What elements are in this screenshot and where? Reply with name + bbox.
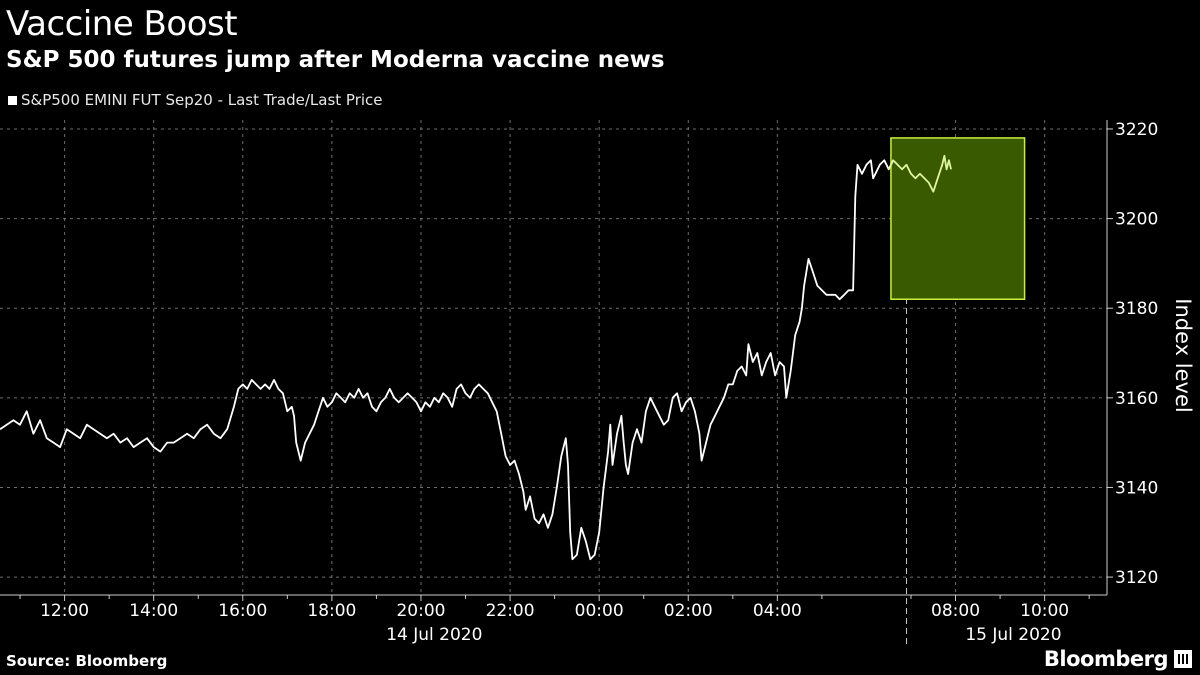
x-tick-label: 10:00 bbox=[1020, 601, 1069, 621]
series-line bbox=[0, 159, 895, 561]
y-tick-label: 3200 bbox=[1115, 210, 1158, 230]
y-axis-label: Index level bbox=[1171, 298, 1195, 412]
y-tick-label: 3120 bbox=[1115, 568, 1158, 588]
bloomberg-terminal-icon bbox=[1174, 650, 1192, 668]
chart-title: Vaccine Boost bbox=[6, 4, 238, 44]
date-label: 14 Jul 2020 bbox=[386, 625, 482, 645]
x-tick-label: 04:00 bbox=[753, 601, 802, 621]
y-tick-label: 3220 bbox=[1115, 120, 1158, 140]
x-tick-label: 02:00 bbox=[664, 601, 713, 621]
y-tick-label: 3160 bbox=[1115, 389, 1158, 409]
x-tick-label: 16:00 bbox=[218, 601, 267, 621]
x-tick-label: 08:00 bbox=[931, 601, 980, 621]
x-tick-label: 12:00 bbox=[40, 601, 89, 621]
x-tick-label: 22:00 bbox=[486, 601, 535, 621]
brand-wordmark: Bloomberg bbox=[1043, 647, 1169, 671]
x-tick-label: 14:00 bbox=[129, 601, 178, 621]
brand-logo: Bloomberg bbox=[1044, 645, 1192, 673]
chart-subtitle: S&P 500 futures jump after Moderna vacci… bbox=[6, 47, 665, 73]
x-tick-label: 18:00 bbox=[307, 601, 356, 621]
legend: S&P500 EMINI FUT Sep20 - Last Trade/Last… bbox=[8, 90, 383, 110]
series-line-highlighted bbox=[887, 154, 952, 193]
x-tick-label: 00:00 bbox=[575, 601, 624, 621]
legend-label: S&P500 EMINI FUT Sep20 - Last Trade/Last… bbox=[21, 91, 383, 109]
x-tick-label: 20:00 bbox=[396, 601, 445, 621]
date-label: 15 Jul 2020 bbox=[965, 625, 1061, 645]
legend-swatch bbox=[8, 95, 17, 105]
source-note: Source: Bloomberg bbox=[6, 652, 168, 670]
highlight-box bbox=[890, 137, 1026, 300]
y-tick-label: 3180 bbox=[1115, 299, 1158, 319]
y-tick-label: 3140 bbox=[1115, 478, 1158, 498]
